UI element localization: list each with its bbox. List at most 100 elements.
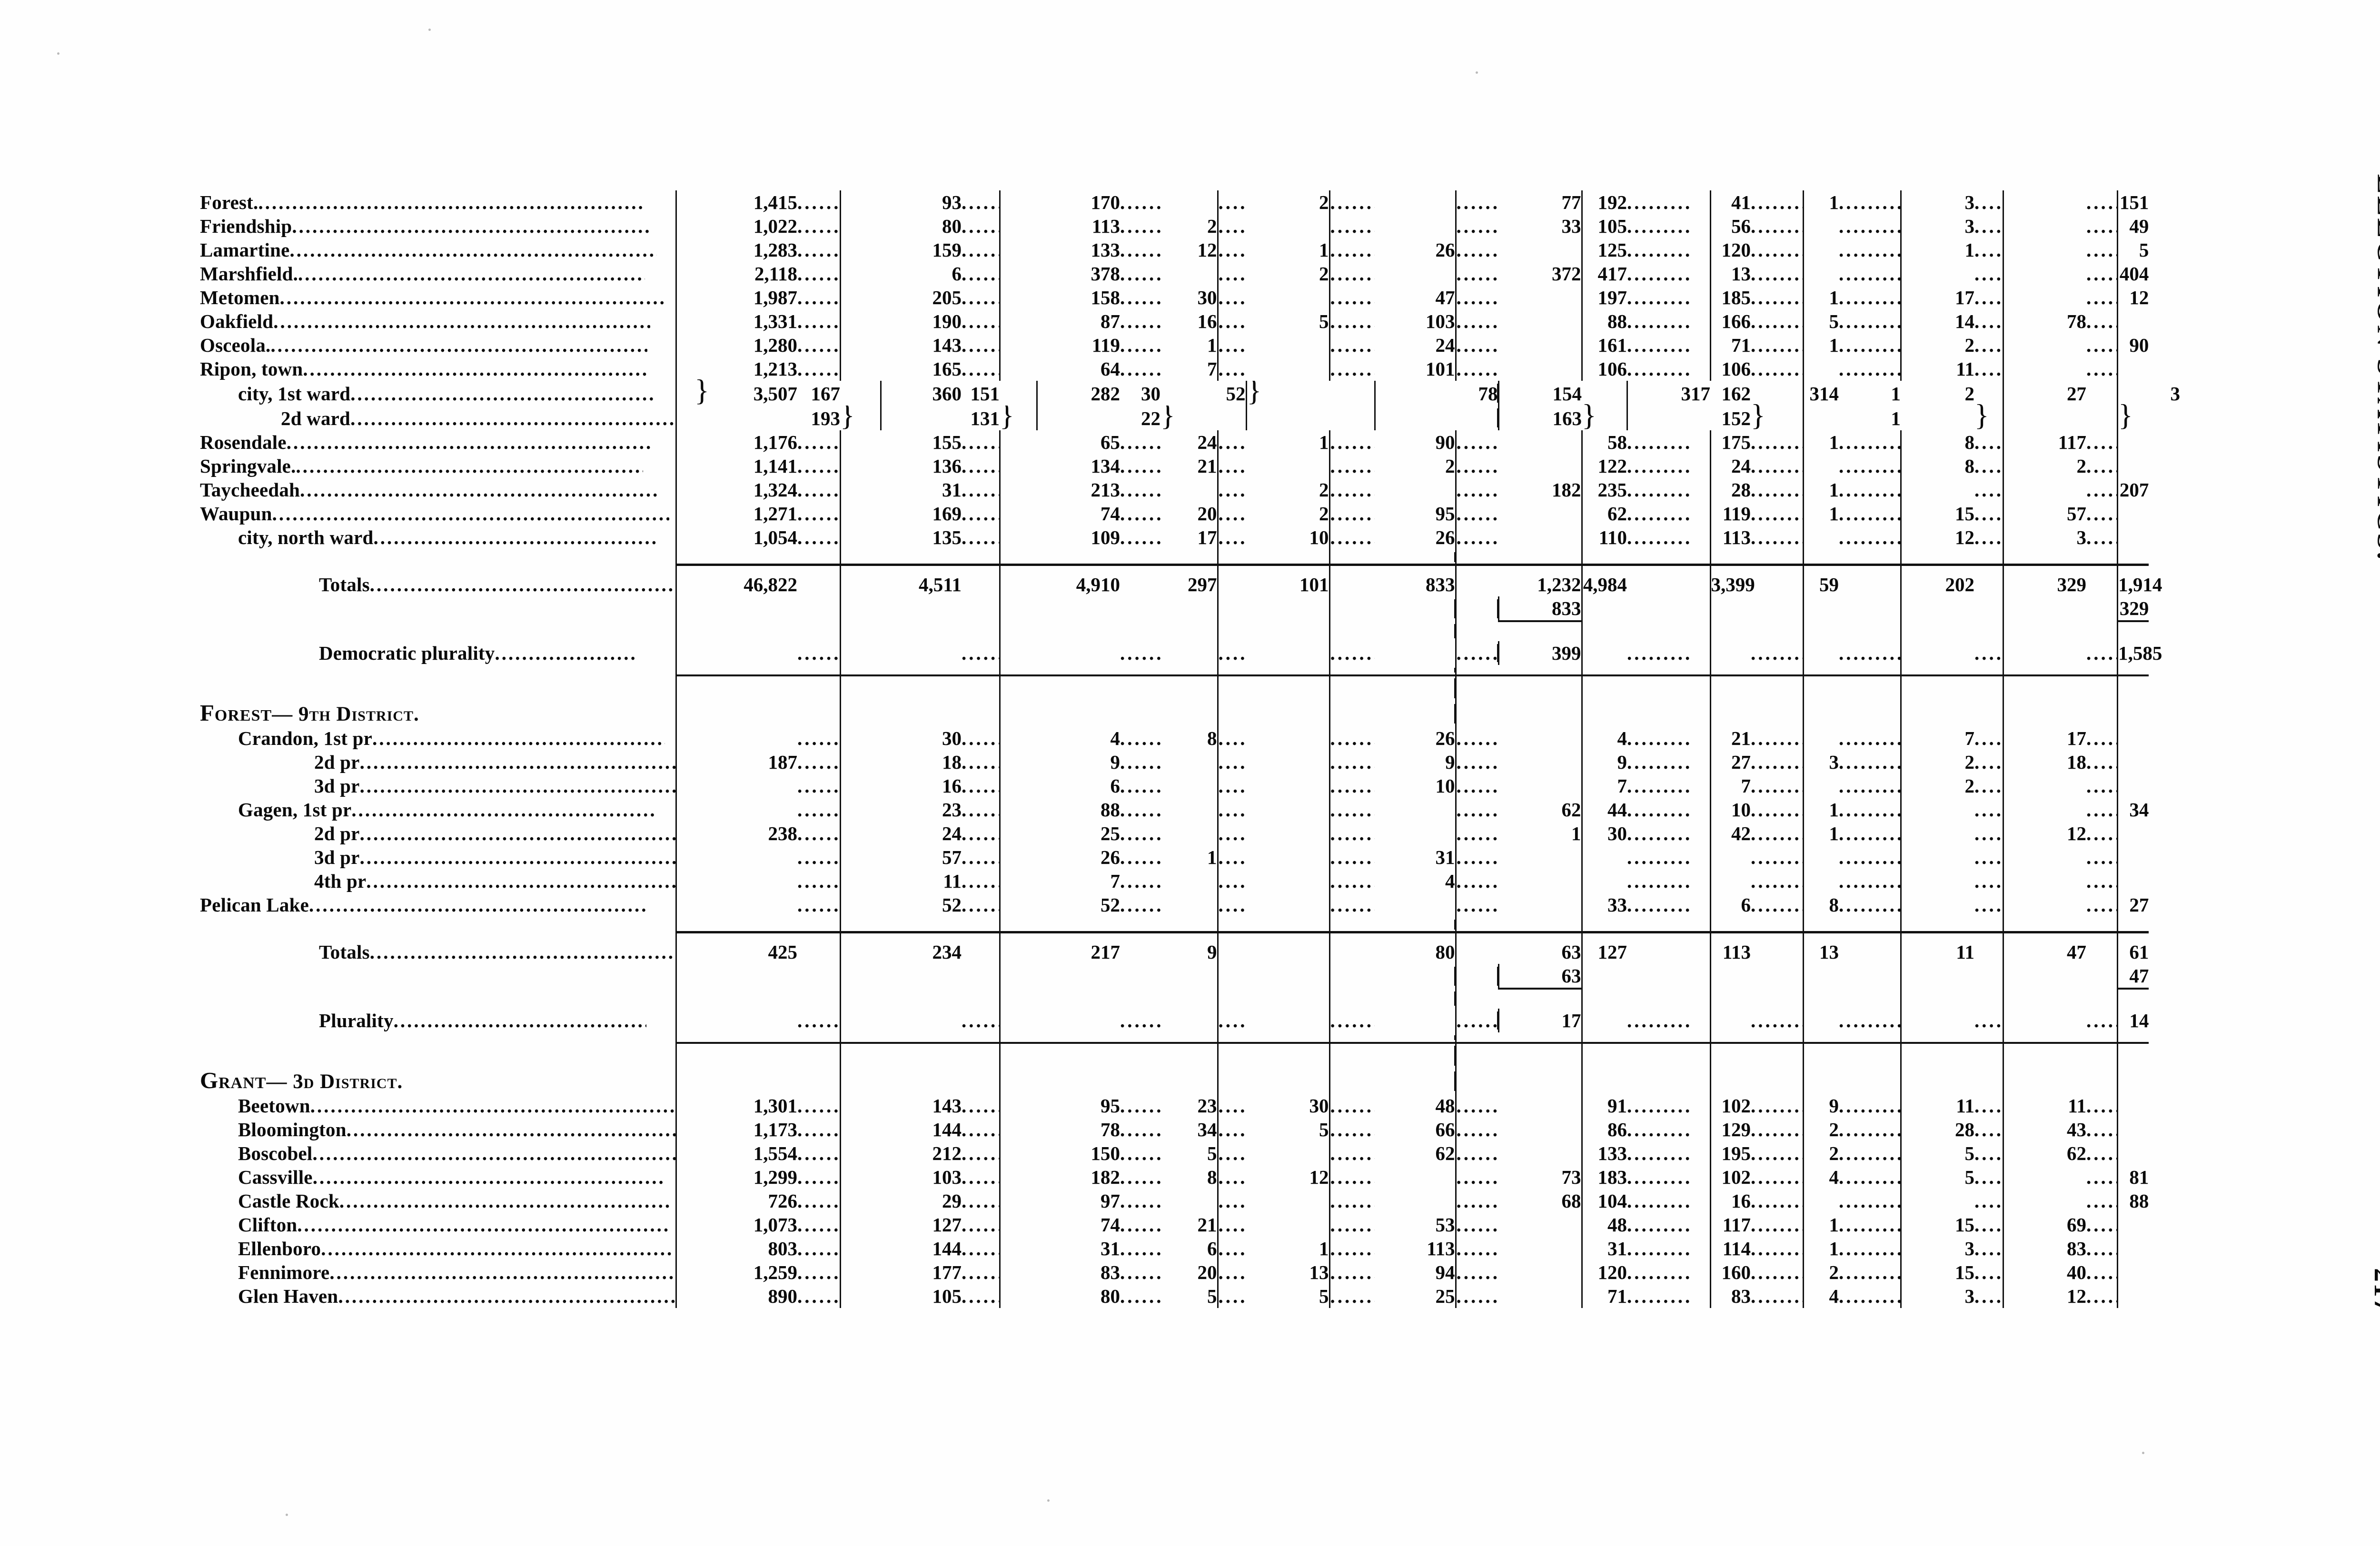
empty-cell bbox=[1246, 641, 1329, 665]
cell-leader-dots: ......... bbox=[797, 894, 840, 916]
table-row: 3d pr...................................… bbox=[200, 774, 2180, 798]
totals-row: Totals..................................… bbox=[200, 932, 2180, 964]
cell-value: 114 bbox=[1709, 1237, 1751, 1260]
cell-value bbox=[1498, 238, 1582, 262]
cell-leader-dots: ......... bbox=[1120, 870, 1160, 892]
empty-cell bbox=[797, 596, 840, 621]
cell-leader-dots: ......... bbox=[962, 1190, 1000, 1212]
cell-leader-dots bbox=[1329, 565, 1375, 596]
cell-value bbox=[1375, 478, 1456, 502]
spacer-cell bbox=[1329, 917, 1375, 933]
spacer-cell bbox=[839, 1043, 962, 1069]
empty-cell bbox=[1375, 596, 1456, 621]
cell-leader-dots: ......... bbox=[1751, 1095, 1803, 1117]
spacer-cell bbox=[1839, 665, 1901, 676]
cell-value: 66 bbox=[1435, 1119, 1455, 1140]
row-label: Metomen.................................… bbox=[200, 286, 676, 309]
cell-leader-dots: ......... bbox=[1974, 1261, 2003, 1283]
cell-value: 6 bbox=[999, 774, 1120, 798]
cell-value: 1 bbox=[1319, 1238, 1329, 1259]
leader-dots: ........................................… bbox=[351, 799, 654, 821]
cell-leader-dots: ......... bbox=[962, 1214, 1000, 1236]
empty-cell bbox=[1839, 964, 1901, 989]
empty-cell bbox=[2117, 701, 2149, 726]
cell-leader-dots: ......... bbox=[2086, 358, 2118, 380]
cell-value: 8 bbox=[1900, 454, 1974, 478]
spacer-cell bbox=[1802, 665, 1839, 676]
empty-cell bbox=[1160, 964, 1218, 989]
cell-leader-dots bbox=[1456, 406, 1498, 430]
table-row: Friendship..............................… bbox=[200, 214, 2180, 238]
spacer-cell bbox=[1329, 675, 1375, 701]
cell-value: 25 bbox=[999, 822, 1120, 845]
cell-leader-dots: ......... bbox=[1329, 1237, 1375, 1260]
cell-leader-dots bbox=[1000, 381, 1037, 406]
leader-dots: ........................................… bbox=[272, 503, 669, 525]
cell-leader-dots: ......... bbox=[1839, 287, 1901, 308]
cell-leader-dots: ......... bbox=[962, 1166, 1000, 1188]
section-district-label: — 3d District. bbox=[266, 1070, 403, 1093]
empty-cell bbox=[797, 964, 840, 989]
spacer-cell bbox=[1375, 917, 1456, 933]
cell-value: 10 bbox=[1435, 775, 1455, 797]
spacer-cell bbox=[2086, 1043, 2118, 1069]
empty-cell bbox=[2002, 1009, 2086, 1032]
cell-leader-dots: ......... bbox=[1455, 1094, 1498, 1118]
cell-value: 33 bbox=[1581, 893, 1627, 917]
cell-value bbox=[2117, 1284, 2149, 1308]
table-row: Metomen.................................… bbox=[200, 286, 2180, 309]
spacer-cell bbox=[1802, 989, 1839, 1009]
cell-value: 143 bbox=[839, 333, 962, 357]
cell-value: 105 bbox=[839, 1284, 962, 1308]
cell-leader-dots: ......... bbox=[2086, 1095, 2118, 1117]
cell-value: 21 bbox=[1197, 1214, 1217, 1236]
cell-leader-dots: ......... bbox=[797, 727, 840, 749]
spacer-cell bbox=[797, 989, 840, 1009]
cell-value bbox=[1498, 1237, 1582, 1260]
cell-leader-dots: ......... bbox=[1329, 1213, 1375, 1237]
cell-leader-dots: ......... bbox=[1120, 479, 1160, 501]
cell-leader-dots: ......... bbox=[797, 799, 840, 821]
cell-value: 2 bbox=[1319, 503, 1329, 525]
cell-leader-dots: ......... bbox=[797, 823, 840, 844]
cell-leader-dots: ......... bbox=[1839, 642, 1901, 664]
leader-dots: ........................................… bbox=[303, 358, 650, 380]
cell-value: 144 bbox=[839, 1118, 962, 1141]
cell-value bbox=[2002, 798, 2086, 822]
cell-leader-dots: ......... bbox=[1974, 727, 2003, 749]
cell-value: 12 bbox=[2002, 822, 2086, 845]
cell-value: 1,054 bbox=[675, 525, 797, 549]
cell-leader-dots: ......... bbox=[1627, 1261, 1693, 1283]
row-label-text: Pelican Lake bbox=[200, 894, 309, 916]
cell-leader-dots bbox=[1627, 565, 1710, 597]
cell-value bbox=[2002, 478, 2086, 502]
cell-leader-dots: } bbox=[1000, 406, 1017, 430]
cell-value: 726 bbox=[675, 1189, 797, 1213]
cell-leader-dots: ......... bbox=[1627, 775, 1693, 797]
cell-value bbox=[2117, 357, 2149, 381]
cell-value: 24 bbox=[1197, 431, 1217, 453]
table-row: Waupun..................................… bbox=[200, 502, 2180, 525]
cell-leader-dots: ......... bbox=[1974, 455, 2003, 477]
cell-leader-dots: ......... bbox=[1455, 190, 1498, 214]
cell-value: 1 bbox=[1802, 478, 1839, 502]
cell-value: 1 bbox=[1891, 383, 1901, 405]
cell-value: 5 bbox=[1207, 1142, 1217, 1164]
cell-leader-dots bbox=[2086, 381, 2118, 406]
cell-value bbox=[1802, 726, 1839, 750]
cell-leader-dots: ......... bbox=[1627, 1166, 1693, 1188]
empty-cell bbox=[1498, 701, 1582, 726]
cell-value: 88 bbox=[2117, 1189, 2149, 1213]
cell-value bbox=[1498, 869, 1582, 893]
spacer-cell bbox=[1751, 989, 1803, 1009]
cell-leader-dots: ......... bbox=[2086, 1119, 2118, 1140]
cell-value bbox=[1160, 1189, 1218, 1213]
cell-leader-dots: ......... bbox=[1217, 190, 1246, 214]
cell-leader-dots: ......... bbox=[1751, 431, 1803, 453]
cell-value bbox=[1802, 774, 1839, 798]
cell-value: 1 bbox=[1802, 286, 1839, 309]
cell-leader-dots: ......... bbox=[1974, 1214, 2003, 1236]
cell-leader-dots: ......... bbox=[1120, 1261, 1160, 1283]
cell-leader-dots: ......... bbox=[797, 431, 840, 453]
empty-cell bbox=[675, 596, 797, 621]
